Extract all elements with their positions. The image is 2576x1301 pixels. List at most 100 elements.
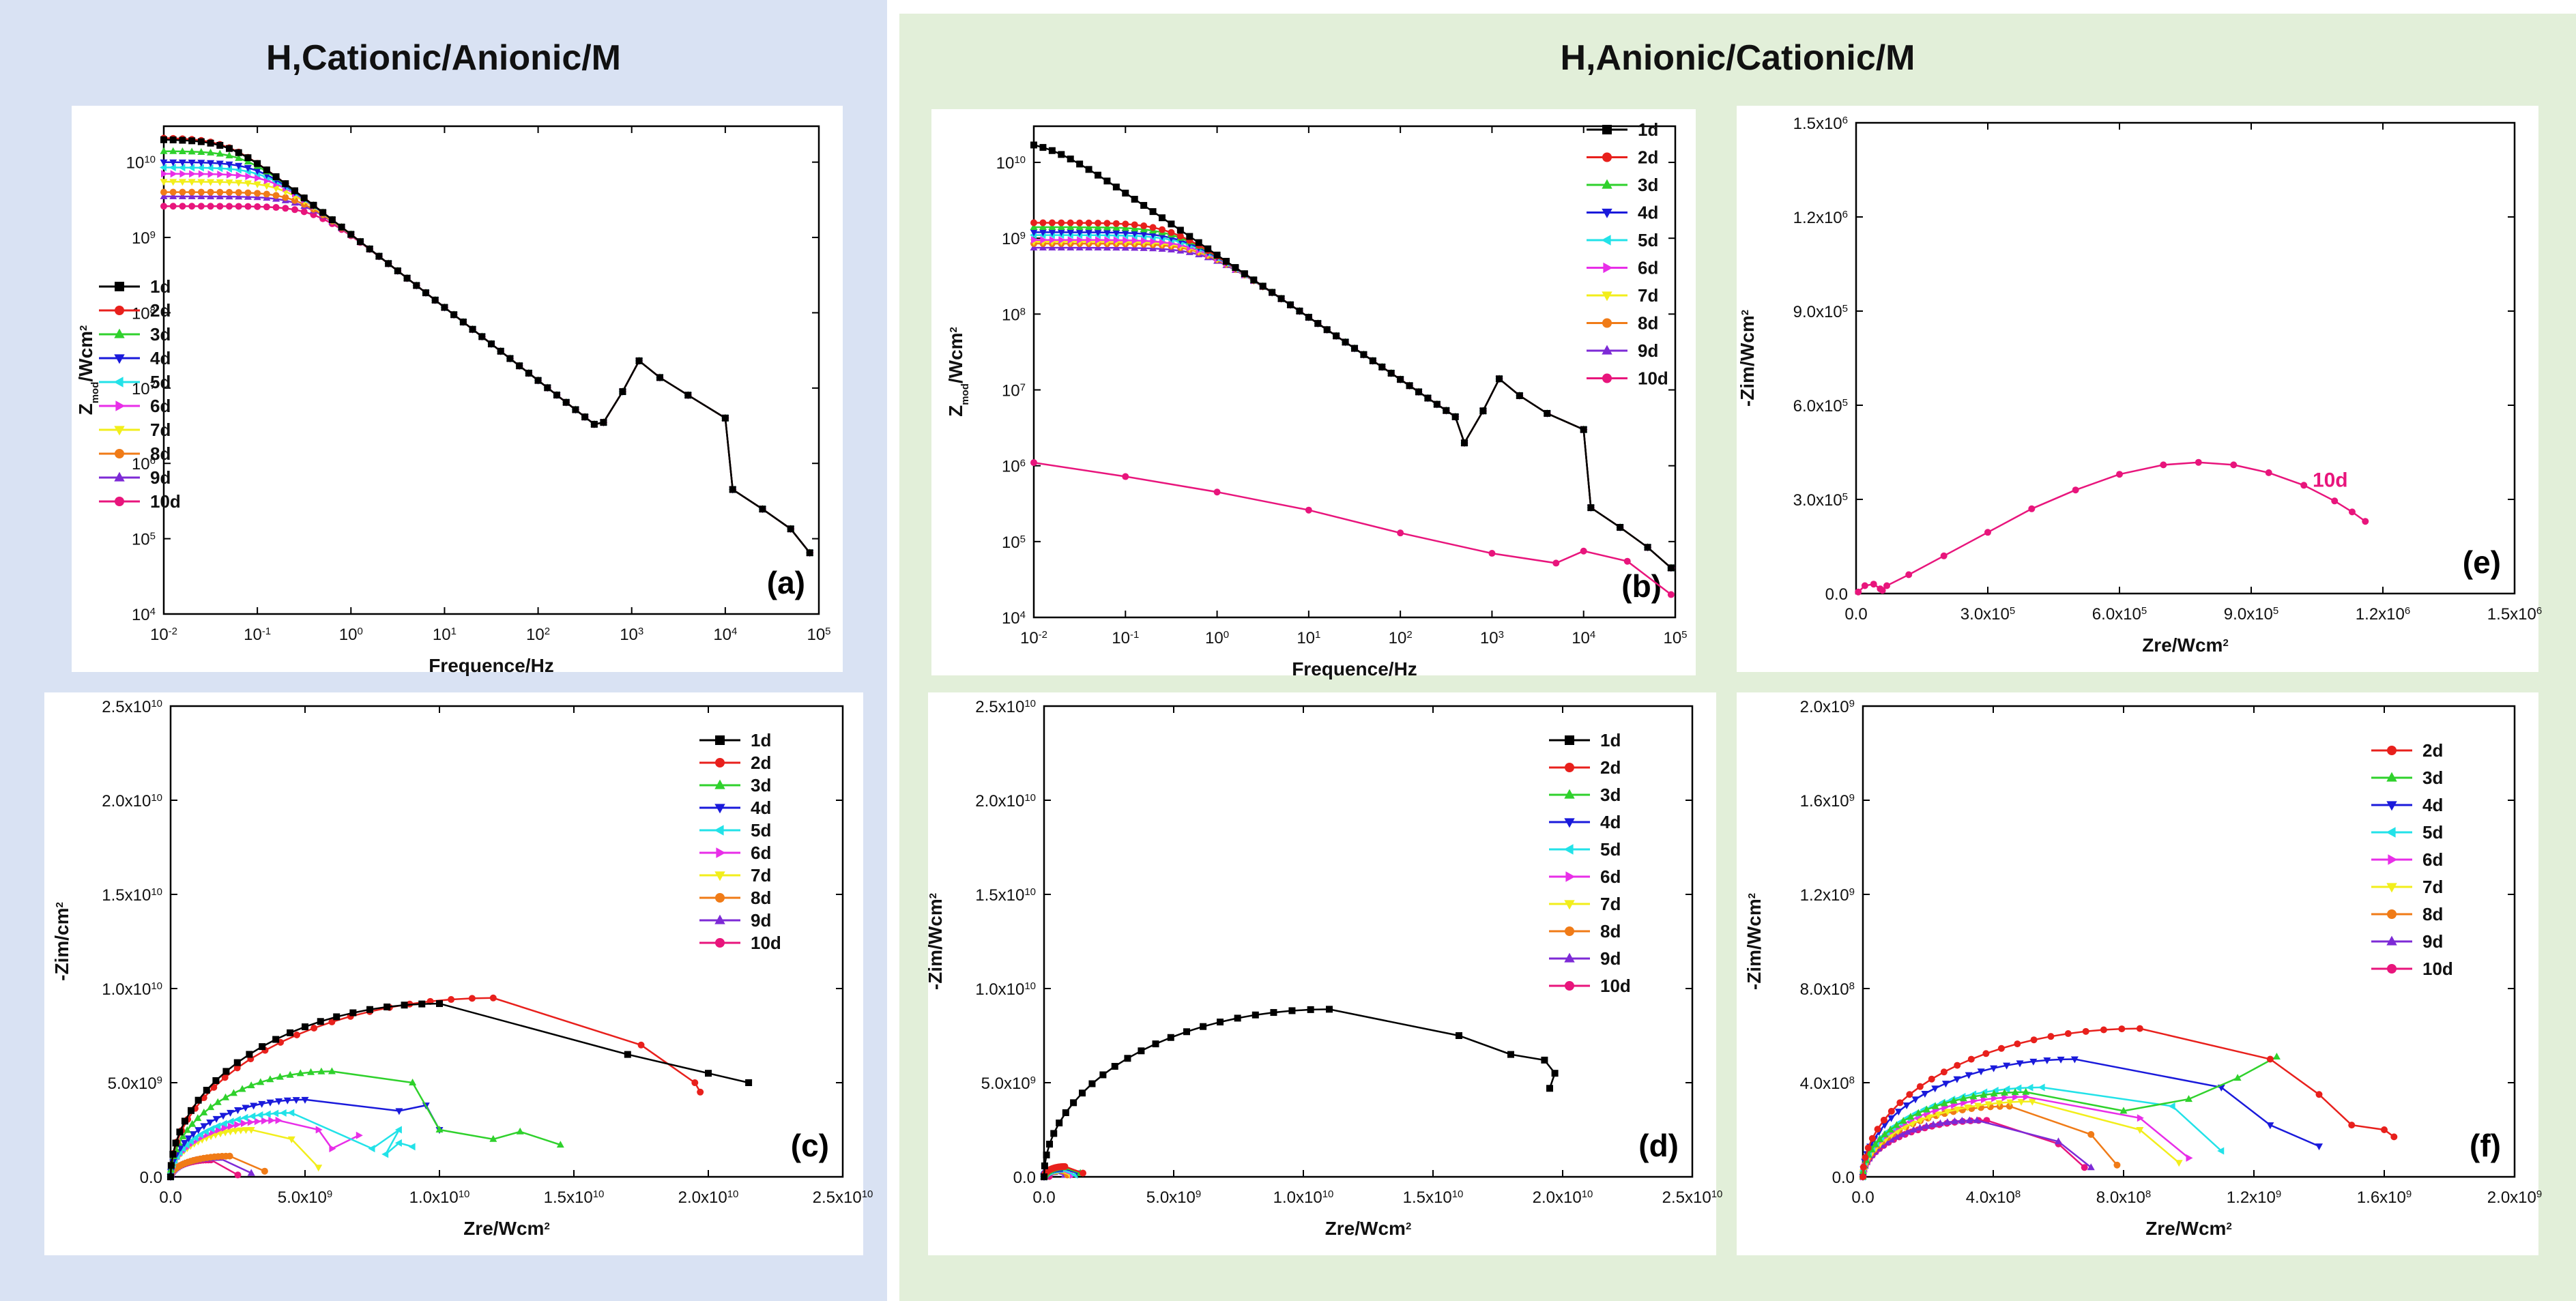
- point-c-1d-7: [194, 1096, 202, 1104]
- legend-marker-d-3d: [1564, 789, 1575, 799]
- point-e-10d-6: [1905, 571, 1913, 579]
- x-tick-label-f-2: 8.0x108: [2096, 1188, 2151, 1208]
- point-c-5d-17: [233, 1115, 241, 1124]
- point-a-5d-8: [234, 166, 242, 174]
- series-line-a-7d: [163, 181, 811, 554]
- point-b-1d-41: [1406, 382, 1413, 390]
- point-f-2d-16: [1997, 1044, 2005, 1052]
- group-title-right: H,Anionic/Cationic/M: [1560, 38, 1915, 78]
- series-line-b-2d: [1034, 222, 1672, 569]
- series-line-a-9d: [164, 195, 811, 554]
- point-a-1d-55: [787, 525, 794, 533]
- point-b-1d-54: [1617, 523, 1624, 531]
- point-c-5d-10: [191, 1134, 199, 1142]
- point-a-10d-7: [226, 203, 233, 210]
- point-e-10d-9: [2028, 505, 2036, 512]
- point-a-1d-2: [179, 136, 186, 144]
- point-f-4d-12: [1921, 1091, 1929, 1098]
- point-f-4d-22: [2043, 1057, 2051, 1064]
- panel-e: 0.0 3.0x105 6.0x105 9.0x105 1.2x106 1.5x106 0.…: [1737, 106, 2542, 672]
- point-a-10d-11: [263, 203, 270, 211]
- point-a-1d-49: [635, 357, 643, 364]
- legend-label-c-2d: 2d: [751, 752, 771, 773]
- point-b-3d-0: [1030, 222, 1038, 230]
- point-b-6d-7: [1095, 236, 1102, 244]
- point-b-1d-7: [1095, 171, 1101, 179]
- chart-d: 0.0 5.0x109 1.0x1010 1.5x1010 2.0x1010 2.5x10…: [925, 698, 1722, 1240]
- point-b-4d-11: [1131, 230, 1139, 237]
- point-b-2d-1: [1039, 219, 1047, 226]
- legend-marker-c-9d: [714, 914, 725, 924]
- point-c-1d-2: [169, 1150, 177, 1158]
- point-c-1d-15: [287, 1029, 294, 1036]
- series-line-c-2d: [169, 997, 701, 1178]
- panel-a: 10-2 10-1 100 101 102 103 104 105 104 105 106 107 10…: [72, 106, 843, 676]
- series-a-8d: [160, 188, 813, 557]
- point-a-8d-0: [160, 188, 167, 196]
- point-c-1d-27: [745, 1079, 753, 1086]
- plot-frame-f: [1862, 705, 2516, 1178]
- point-f-3d-10: [1892, 1121, 1900, 1128]
- legend-marker-d-2d: [1565, 763, 1574, 772]
- point-c-6d-24: [275, 1116, 283, 1124]
- point-c-3d-29: [556, 1141, 564, 1148]
- point-a-5d-1: [169, 164, 176, 172]
- point-a-1d-47: [600, 419, 607, 426]
- point-a-4d-7: [225, 161, 233, 169]
- point-b-2d-14: [1159, 226, 1166, 233]
- x-tick-label-e-4: 1.2x106: [2356, 605, 2410, 624]
- point-f-7d-12: [1909, 1120, 1917, 1128]
- point-b-1d-21: [1223, 257, 1230, 265]
- point-e-10d-15: [2265, 469, 2272, 476]
- y-tick-label-b-5: 109: [1002, 230, 1026, 249]
- point-b-4d-9: [1112, 229, 1120, 237]
- point-c-6d-20: [247, 1118, 255, 1126]
- point-f-7d-20: [1984, 1101, 1993, 1109]
- legend-label-b-4d: 4d: [1638, 203, 1658, 223]
- legend-marker-a-3d: [114, 328, 125, 338]
- legend-label-b-8d: 8d: [1638, 313, 1658, 334]
- legend-label-d-2d: 2d: [1600, 757, 1621, 778]
- point-a-7d-9: [244, 180, 252, 188]
- point-a-8d-4: [197, 188, 205, 196]
- legend-marker-a-7d: [114, 426, 125, 436]
- point-f-3d-8: [1881, 1130, 1889, 1137]
- point-c-3d-28: [516, 1127, 524, 1135]
- legend-label-d-5d: 5d: [1600, 839, 1621, 860]
- y-tick-label-a-1: 105: [132, 530, 156, 549]
- point-a-10d-3: [188, 203, 196, 210]
- point-b-6d-5: [1077, 236, 1084, 244]
- point-b-1d-1: [1039, 144, 1047, 151]
- point-c-9d-25: [247, 1169, 255, 1176]
- point-b-3d-5: [1075, 223, 1084, 231]
- y-tick-label-b-2: 106: [1002, 457, 1026, 476]
- x-axis-title-e: Zre/Wcm2: [2142, 634, 2229, 656]
- y-axis-title-a: Zmod/Wcm2: [75, 325, 101, 415]
- point-f-4d-10: [1902, 1102, 1911, 1109]
- legend-label-d-4d: 4d: [1600, 812, 1621, 832]
- point-c-4d-19: [258, 1100, 266, 1108]
- series-line-b-4d: [1034, 231, 1672, 569]
- point-d-1d-20: [1251, 1011, 1259, 1019]
- legend-marker-a-2d: [115, 306, 124, 315]
- point-f-4d-14: [1941, 1081, 1950, 1088]
- point-f-3d-14: [1922, 1105, 1930, 1113]
- point-a-4d-1: [169, 159, 177, 166]
- x-tick-label-f-3: 1.2x109: [2227, 1188, 2281, 1208]
- x-tick-label-d-1: 5.0x109: [1146, 1188, 1201, 1208]
- point-c-5d-21: [263, 1110, 271, 1118]
- point-b-2d-6: [1085, 219, 1092, 226]
- point-b-1d-35: [1351, 345, 1358, 352]
- point-b-9d-5: [1075, 244, 1084, 251]
- point-f-3d-16: [1940, 1099, 1948, 1107]
- point-c-6d-26: [329, 1145, 336, 1153]
- point-b-1d-32: [1323, 326, 1331, 334]
- point-c-4d-18: [250, 1102, 258, 1110]
- point-c-2d-14: [293, 1031, 300, 1038]
- point-a-10d-0: [160, 203, 167, 210]
- point-b-1d-16: [1176, 226, 1184, 234]
- legend-marker-d-8d: [1565, 926, 1574, 936]
- point-c-7d-24: [247, 1127, 255, 1134]
- point-c-4d-12: [206, 1119, 214, 1126]
- point-a-1d-29: [431, 296, 439, 304]
